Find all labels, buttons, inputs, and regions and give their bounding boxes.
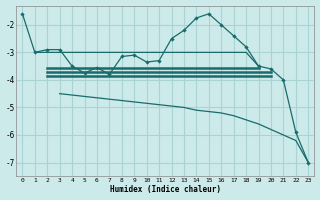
X-axis label: Humidex (Indice chaleur): Humidex (Indice chaleur) <box>110 185 221 194</box>
